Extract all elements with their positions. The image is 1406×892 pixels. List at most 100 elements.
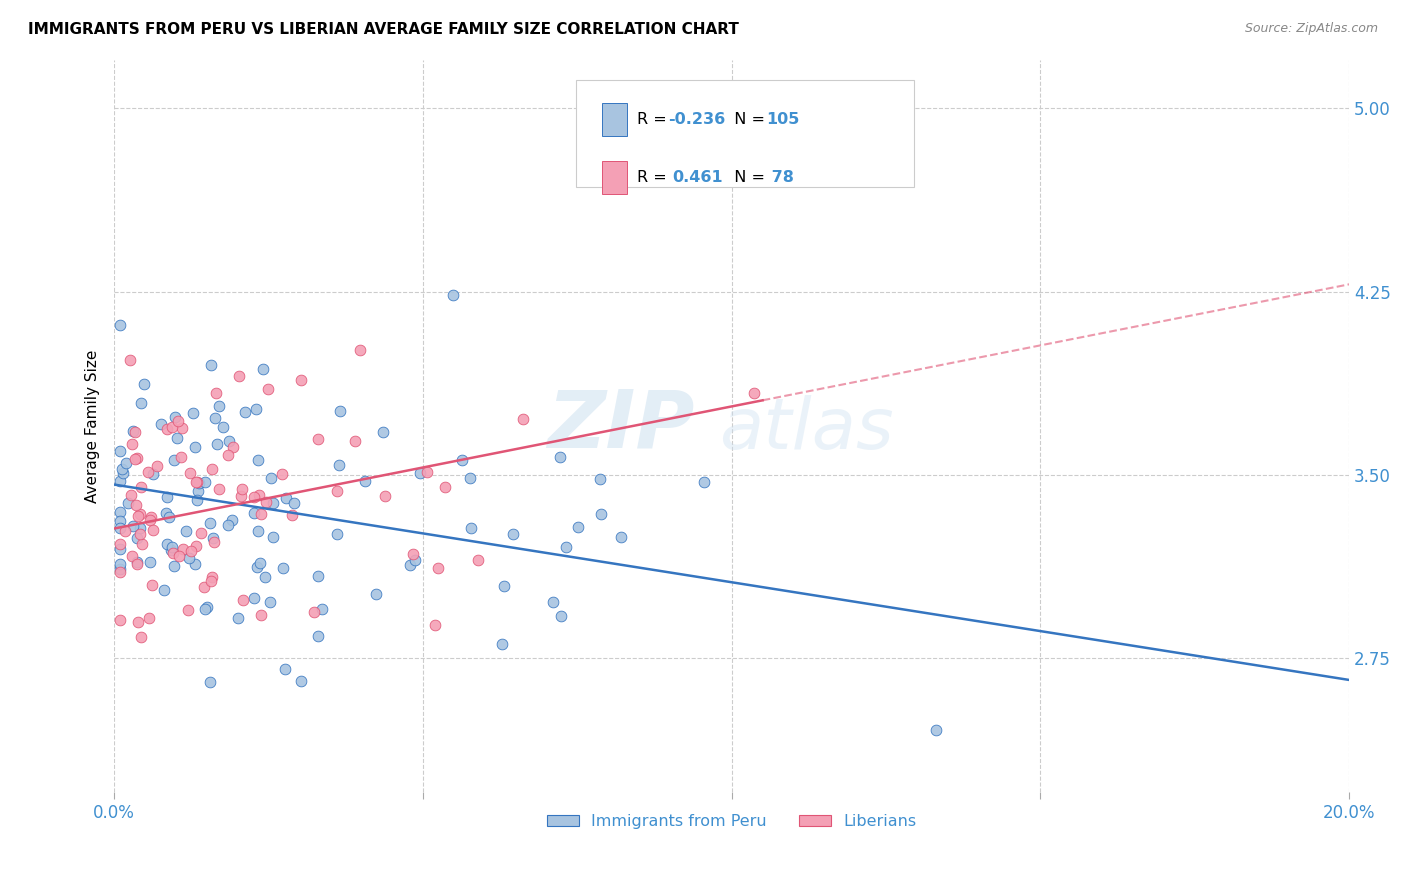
- Point: [744, 385, 766, 400]
- Point: [228, 368, 250, 383]
- Point: [190, 525, 212, 540]
- Point: [262, 530, 284, 544]
- Point: [212, 420, 235, 434]
- Point: [232, 592, 254, 607]
- Point: [179, 466, 201, 480]
- Point: [131, 537, 153, 551]
- Point: [252, 361, 274, 376]
- Point: [502, 527, 524, 541]
- Point: [550, 609, 572, 624]
- Point: [188, 475, 211, 490]
- Point: [200, 358, 222, 372]
- Point: [404, 553, 426, 567]
- Point: [125, 451, 148, 466]
- Point: [247, 524, 270, 539]
- Text: Source: ZipAtlas.com: Source: ZipAtlas.com: [1244, 22, 1378, 36]
- Point: [254, 495, 277, 509]
- Point: [399, 558, 422, 572]
- Point: [259, 594, 281, 608]
- Point: [226, 611, 249, 625]
- Point: [125, 555, 148, 569]
- Point: [139, 555, 162, 569]
- Point: [423, 618, 446, 632]
- Point: [589, 472, 612, 486]
- Point: [693, 475, 716, 490]
- Point: [121, 424, 143, 438]
- Point: [176, 524, 198, 539]
- Point: [256, 382, 278, 396]
- Point: [110, 565, 132, 579]
- Point: [204, 411, 226, 425]
- Point: [283, 496, 305, 510]
- Point: [110, 537, 132, 551]
- Point: [243, 506, 266, 520]
- Point: [160, 543, 183, 558]
- Point: [160, 419, 183, 434]
- Point: [307, 629, 329, 643]
- Point: [122, 518, 145, 533]
- Point: [110, 521, 132, 535]
- Point: [187, 483, 209, 498]
- Point: [433, 480, 456, 494]
- Text: 78: 78: [766, 170, 794, 185]
- Point: [125, 558, 148, 572]
- Point: [328, 458, 350, 473]
- Point: [177, 603, 200, 617]
- Point: [591, 507, 613, 521]
- Text: N =: N =: [724, 112, 770, 127]
- Point: [198, 675, 221, 690]
- Point: [194, 601, 217, 615]
- Point: [460, 521, 482, 535]
- Point: [142, 523, 165, 537]
- Point: [200, 516, 222, 530]
- Point: [208, 483, 231, 497]
- Point: [146, 458, 169, 473]
- Point: [548, 450, 571, 464]
- Point: [281, 508, 304, 523]
- Point: [242, 490, 264, 504]
- Point: [138, 611, 160, 625]
- Point: [184, 557, 207, 571]
- Point: [458, 471, 481, 485]
- Point: [160, 540, 183, 554]
- Point: [155, 506, 177, 520]
- Point: [402, 547, 425, 561]
- Point: [373, 425, 395, 439]
- Point: [155, 422, 177, 436]
- Text: IMMIGRANTS FROM PERU VS LIBERIAN AVERAGE FAMILY SIZE CORRELATION CHART: IMMIGRANTS FROM PERU VS LIBERIAN AVERAGE…: [28, 22, 740, 37]
- Point: [165, 409, 187, 424]
- Point: [124, 425, 146, 439]
- Point: [221, 513, 243, 527]
- Text: N =: N =: [724, 170, 770, 185]
- Point: [111, 462, 134, 476]
- Point: [204, 385, 226, 400]
- Point: [307, 433, 329, 447]
- Point: [110, 541, 132, 556]
- Point: [262, 496, 284, 510]
- Text: atlas: atlas: [720, 395, 894, 464]
- Point: [162, 559, 184, 574]
- Text: -0.236: -0.236: [668, 112, 725, 127]
- Point: [120, 353, 142, 368]
- Point: [271, 561, 294, 575]
- Point: [142, 467, 165, 481]
- Point: [254, 569, 277, 583]
- Point: [129, 395, 152, 409]
- Point: [243, 591, 266, 605]
- Point: [181, 406, 204, 420]
- Point: [167, 549, 190, 564]
- Point: [186, 475, 208, 490]
- Y-axis label: Average Family Size: Average Family Size: [86, 350, 100, 502]
- Point: [163, 453, 186, 467]
- Point: [125, 498, 148, 512]
- Point: [246, 560, 269, 574]
- Point: [349, 343, 371, 358]
- Point: [110, 318, 132, 332]
- Point: [250, 607, 273, 622]
- Point: [343, 434, 366, 449]
- Point: [307, 569, 329, 583]
- Point: [201, 462, 224, 476]
- Point: [290, 673, 312, 688]
- Point: [195, 600, 218, 615]
- Point: [217, 449, 239, 463]
